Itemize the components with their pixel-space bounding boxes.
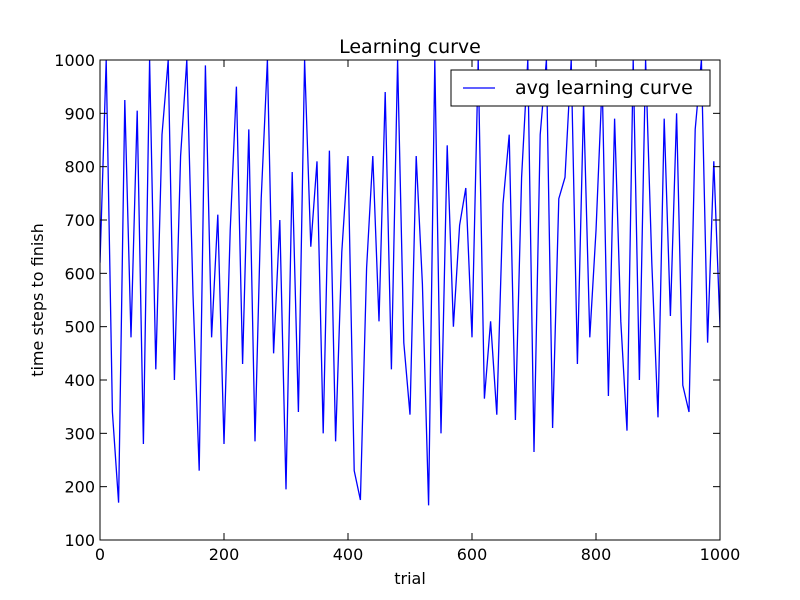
x-tick-label: 0 — [95, 545, 105, 564]
x-axis-ticks: 0 200 400 600 800 1000 — [95, 60, 740, 564]
y-tick-label: 900 — [64, 104, 95, 123]
y-tick-label: 800 — [64, 158, 95, 177]
plot-frame — [99, 59, 721, 541]
chart-title: Learning curve — [339, 36, 481, 58]
y-tick-label: 100 — [64, 531, 95, 550]
data-line-group — [100, 60, 720, 506]
legend: avg learning curve — [450, 69, 711, 107]
x-tick-label: 400 — [333, 545, 364, 564]
legend-label: avg learning curve — [515, 77, 693, 99]
y-axis-ticks: 100 200 300 400 500 600 700 800 900 1000 — [54, 51, 720, 550]
series-line-avg-learning-curve — [100, 60, 720, 506]
y-tick-label: 500 — [64, 318, 95, 337]
y-tick-label: 200 — [64, 478, 95, 497]
y-tick-label: 300 — [64, 424, 95, 443]
y-tick-label: 600 — [64, 264, 95, 283]
x-axis-label: trial — [394, 569, 426, 588]
x-tick-label: 800 — [581, 545, 612, 564]
plot-area — [99, 59, 721, 541]
y-axis-label: time steps to finish — [28, 223, 47, 377]
y-tick-label: 700 — [64, 211, 95, 230]
x-tick-label: 1000 — [700, 545, 741, 564]
x-tick-label: 200 — [209, 545, 240, 564]
x-tick-label: 600 — [457, 545, 488, 564]
y-tick-label: 1000 — [54, 51, 95, 70]
y-tick-label: 400 — [64, 371, 95, 390]
